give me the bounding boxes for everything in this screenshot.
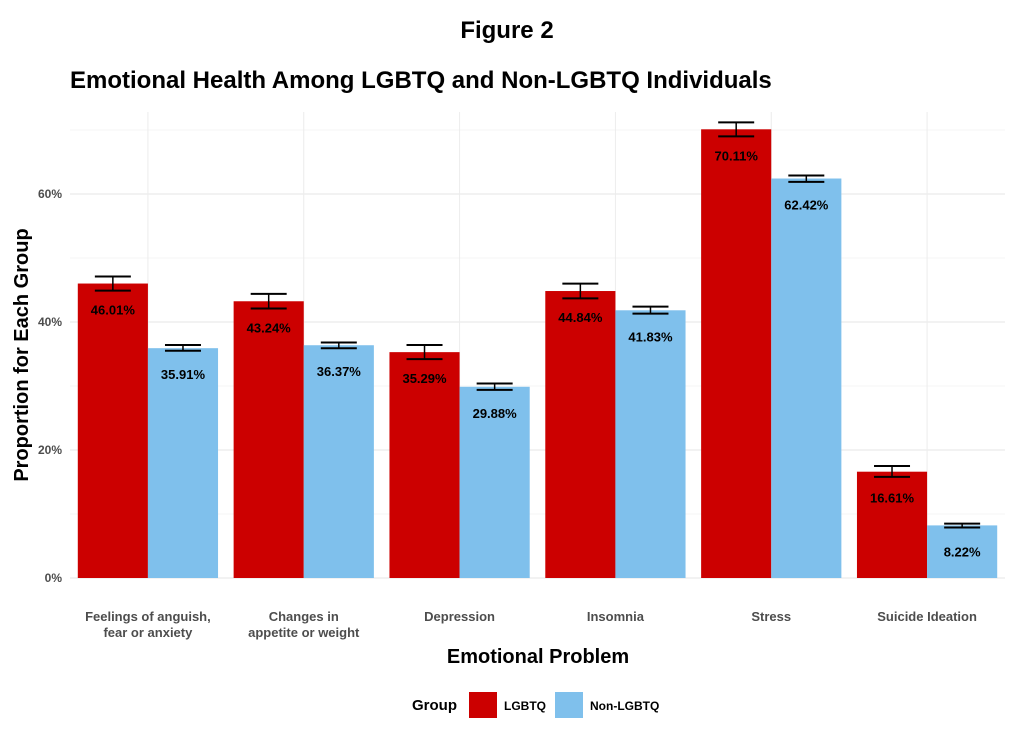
bar [927, 525, 998, 578]
bar [389, 352, 460, 578]
y-tick-label: 0% [45, 571, 63, 585]
bar [77, 283, 148, 578]
x-axis-label: Emotional Problem [447, 646, 629, 668]
x-tick-label: fear or anxiety [103, 625, 193, 640]
legend-label: Non-LGBTQ [590, 699, 659, 713]
data-label: 35.91% [161, 367, 206, 382]
legend-swatch [555, 692, 583, 718]
data-label: 16.61% [870, 491, 915, 506]
chart-title: Emotional Health Among LGBTQ and Non-LGB… [70, 67, 772, 94]
data-label: 46.01% [91, 303, 136, 318]
legend-label: LGBTQ [504, 699, 546, 713]
bars-group: 46.01% 35.91% 43.24% 36.37% 35.29% 29.88% 44.8… [77, 121, 998, 578]
y-tick-label: 20% [38, 443, 62, 457]
bar [701, 129, 772, 578]
x-tick-label: Insomnia [587, 609, 645, 624]
x-tick-label: Feelings of anguish, [85, 609, 211, 624]
figure-label: Figure 2 [460, 17, 553, 44]
data-label: 44.84% [558, 310, 603, 325]
bar [545, 291, 616, 578]
bar [856, 471, 928, 578]
y-tick-label: 60% [38, 187, 62, 201]
x-axis-ticks: Feelings of anguish,fear or anxiety Chang… [85, 609, 977, 640]
data-label: 29.88% [473, 406, 518, 421]
bar [233, 301, 304, 578]
y-tick-label: 40% [38, 315, 62, 329]
bar [459, 386, 530, 578]
x-tick-label: Stress [751, 609, 791, 624]
bar [147, 348, 219, 578]
x-tick-label: Suicide Ideation [877, 609, 977, 624]
data-label: 41.83% [628, 329, 673, 344]
legend-swatch [469, 692, 497, 718]
bar [615, 310, 686, 578]
data-label: 8.22% [944, 544, 981, 559]
legend: Group LGBTQ Non-LGBTQ [412, 692, 659, 718]
data-label: 43.24% [247, 320, 292, 335]
bar [303, 345, 374, 578]
x-tick-label: Depression [424, 609, 495, 624]
y-axis-ticks: 0% 20% 40% 60% [38, 187, 62, 585]
bar [771, 178, 842, 578]
x-tick-label: Changes in [269, 609, 339, 624]
data-label: 35.29% [402, 371, 447, 386]
legend-title: Group [412, 697, 457, 714]
y-axis-label: Proportion for Each Group [11, 228, 33, 481]
x-tick-label: appetite or weight [248, 625, 360, 640]
data-label: 62.42% [784, 198, 829, 213]
data-label: 36.37% [317, 364, 362, 379]
data-label: 70.11% [715, 148, 759, 163]
